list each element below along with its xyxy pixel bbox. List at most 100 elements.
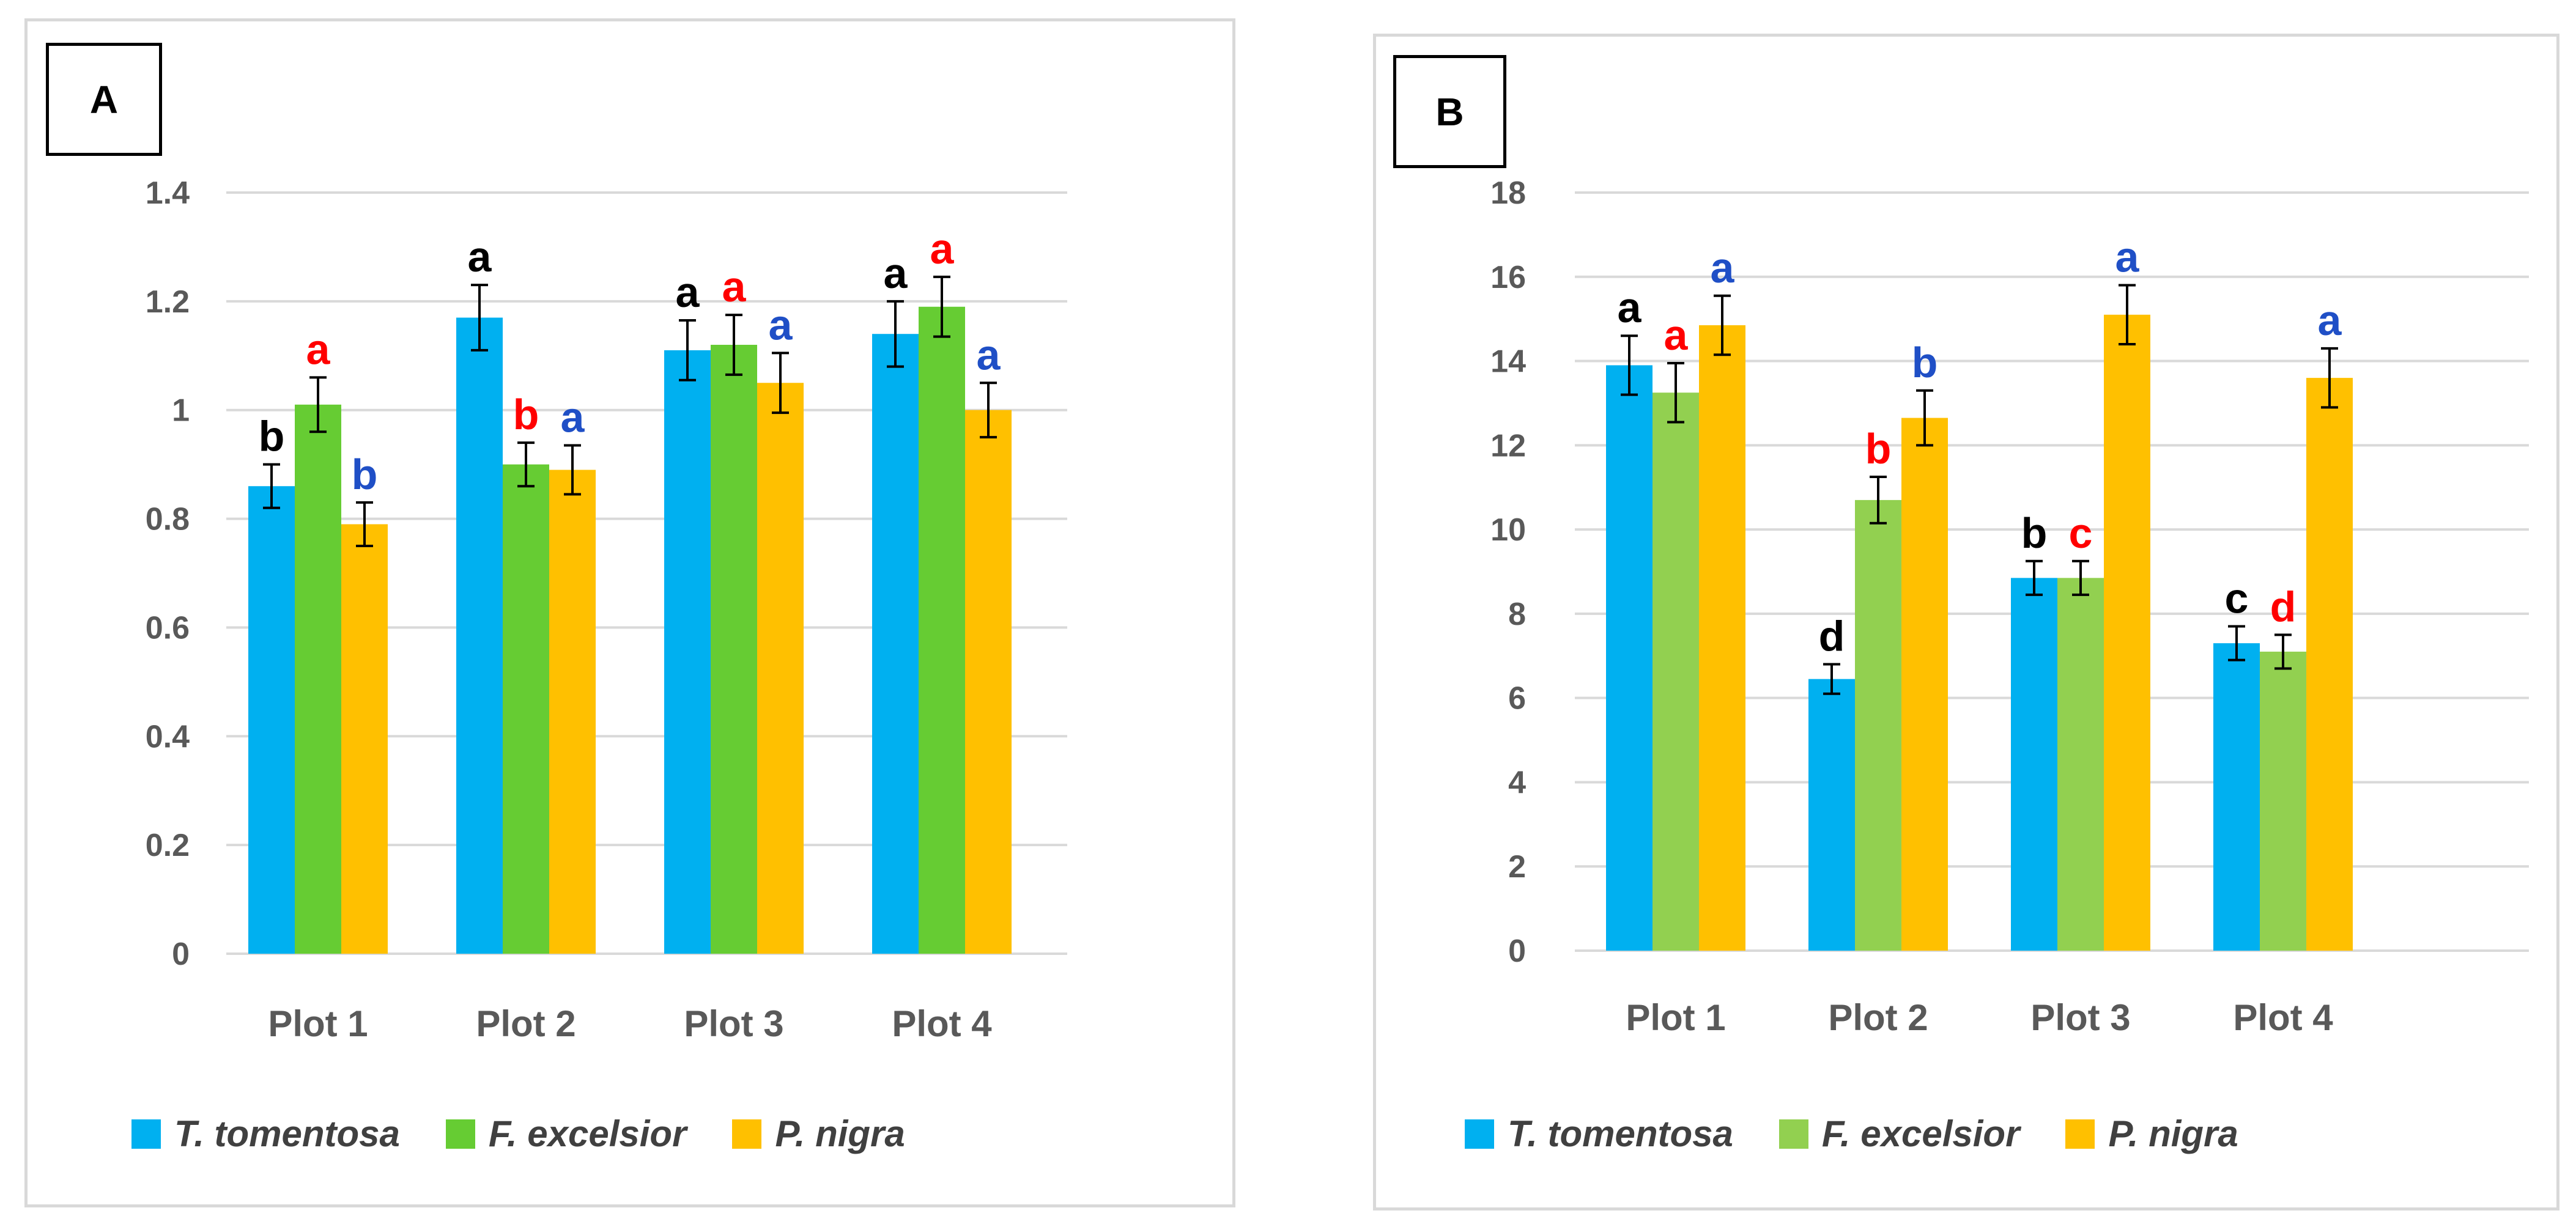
x-category-label: Plot 3 bbox=[2030, 997, 2130, 1038]
significance-letter: a bbox=[468, 233, 492, 281]
legend-label: T. tomentosa bbox=[1508, 1113, 1733, 1154]
y-tick-label: 1 bbox=[172, 393, 190, 429]
x-category-label: Plot 4 bbox=[892, 1003, 992, 1044]
x-category-label: Plot 1 bbox=[268, 1003, 368, 1044]
bar bbox=[757, 383, 804, 954]
y-tick-label: 1.4 bbox=[146, 175, 190, 211]
panel-label: A bbox=[46, 43, 162, 156]
y-tick-label: 0.8 bbox=[146, 502, 190, 537]
y-tick-label: 2 bbox=[1508, 849, 1526, 885]
bar bbox=[1808, 679, 1855, 951]
significance-letter: b bbox=[352, 451, 378, 498]
bar bbox=[664, 350, 711, 954]
significance-letter: a bbox=[977, 331, 1001, 378]
legend-swatch bbox=[1778, 1119, 1808, 1149]
bar bbox=[2306, 378, 2353, 951]
significance-letter: b bbox=[513, 391, 539, 438]
chart-panel-b: B 0 2 4 6 8 10 12 14 16 18 a a a Plot 1 d b b Plot 2 b c a Pl… bbox=[1373, 34, 2559, 1210]
bar bbox=[2213, 643, 2260, 951]
significance-letter: a bbox=[722, 263, 747, 311]
y-tick-label: 8 bbox=[1508, 597, 1526, 632]
bar bbox=[1653, 392, 1699, 951]
bar bbox=[872, 334, 919, 954]
y-tick-label: 14 bbox=[1490, 344, 1526, 380]
bar bbox=[1699, 325, 1745, 951]
legend-label: F. excelsior bbox=[1821, 1113, 2020, 1154]
legend-item: P. nigra bbox=[2065, 1113, 2238, 1155]
y-tick-label: 0.6 bbox=[146, 610, 190, 646]
legend-item: T. tomentosa bbox=[1465, 1113, 1733, 1155]
significance-letter: a bbox=[676, 268, 700, 316]
legend-item: F. excelsior bbox=[1778, 1113, 2020, 1155]
y-tick-label: 16 bbox=[1490, 260, 1526, 295]
legend-label: F. excelsior bbox=[488, 1113, 687, 1154]
bar bbox=[2260, 651, 2306, 951]
bar bbox=[456, 317, 503, 954]
significance-letter: b bbox=[2021, 509, 2048, 557]
legend-label: T. tomentosa bbox=[174, 1113, 400, 1154]
bar bbox=[295, 404, 341, 954]
y-tick-label: 1.2 bbox=[146, 284, 190, 320]
legend: T. tomentosa F. excelsior P. nigra bbox=[1465, 1113, 2284, 1155]
significance-letter: a bbox=[2318, 297, 2342, 344]
significance-letter: c bbox=[2225, 575, 2249, 622]
legend-item: T. tomentosa bbox=[131, 1113, 400, 1155]
x-category-label: Plot 2 bbox=[476, 1003, 576, 1044]
significance-letter: b bbox=[259, 413, 285, 460]
bar bbox=[965, 410, 1012, 954]
y-tick-label: 0.4 bbox=[146, 719, 190, 754]
bar bbox=[2104, 314, 2150, 951]
significance-letter: d bbox=[2270, 583, 2297, 630]
x-category-label: Plot 4 bbox=[2233, 997, 2333, 1038]
legend-swatch bbox=[2065, 1119, 2095, 1149]
legend-swatch bbox=[445, 1119, 475, 1149]
significance-letter: a bbox=[1711, 244, 1735, 292]
bar bbox=[919, 306, 965, 954]
bar bbox=[2011, 578, 2057, 951]
bar bbox=[248, 486, 295, 954]
y-tick-label: 18 bbox=[1490, 175, 1526, 211]
significance-letter: a bbox=[769, 301, 793, 348]
y-tick-label: 0 bbox=[172, 937, 190, 972]
panel-label: B bbox=[1393, 55, 1506, 168]
bar bbox=[1901, 418, 1948, 951]
significance-letter: b bbox=[1912, 339, 1938, 386]
significance-letter: a bbox=[884, 249, 908, 297]
x-category-label: Plot 3 bbox=[684, 1003, 783, 1044]
bar bbox=[341, 524, 388, 954]
bar bbox=[1855, 499, 1901, 951]
legend-item: P. nigra bbox=[732, 1113, 905, 1155]
y-tick-label: 10 bbox=[1490, 512, 1526, 548]
y-tick-label: 0.2 bbox=[146, 828, 190, 863]
legend-label: P. nigra bbox=[2108, 1113, 2238, 1154]
significance-letter: c bbox=[2069, 509, 2093, 557]
bar bbox=[1606, 365, 1653, 951]
significance-letter: a bbox=[930, 225, 955, 273]
legend-item: F. excelsior bbox=[445, 1113, 687, 1155]
x-category-label: Plot 2 bbox=[1828, 997, 1928, 1038]
legend-swatch bbox=[732, 1119, 762, 1149]
legend-label: P. nigra bbox=[775, 1113, 905, 1154]
legend-swatch bbox=[131, 1119, 161, 1149]
y-tick-label: 0 bbox=[1508, 934, 1526, 969]
significance-letter: d bbox=[1819, 613, 1845, 660]
y-tick-label: 6 bbox=[1508, 681, 1526, 717]
legend-swatch bbox=[1465, 1119, 1494, 1149]
bar bbox=[2057, 578, 2104, 951]
significance-letter: a bbox=[1664, 311, 1689, 359]
legend: T. tomentosa F. excelsior P. nigra bbox=[131, 1113, 951, 1155]
chart-panel-a: A 0 0.2 0.4 0.6 0.8 1 1.2 1.4 b a b Plot 1 a b a Plot 2… bbox=[24, 18, 1235, 1207]
y-tick-label: 4 bbox=[1508, 765, 1526, 800]
bar bbox=[549, 470, 596, 954]
significance-letter: a bbox=[2115, 234, 2140, 281]
bar bbox=[711, 345, 757, 954]
significance-letter: a bbox=[306, 325, 331, 373]
significance-letter: b bbox=[1865, 425, 1892, 473]
significance-letter: a bbox=[1618, 284, 1642, 331]
y-tick-label: 12 bbox=[1490, 428, 1526, 463]
bar bbox=[503, 464, 549, 954]
x-category-label: Plot 1 bbox=[1626, 997, 1725, 1038]
significance-letter: a bbox=[561, 394, 585, 441]
